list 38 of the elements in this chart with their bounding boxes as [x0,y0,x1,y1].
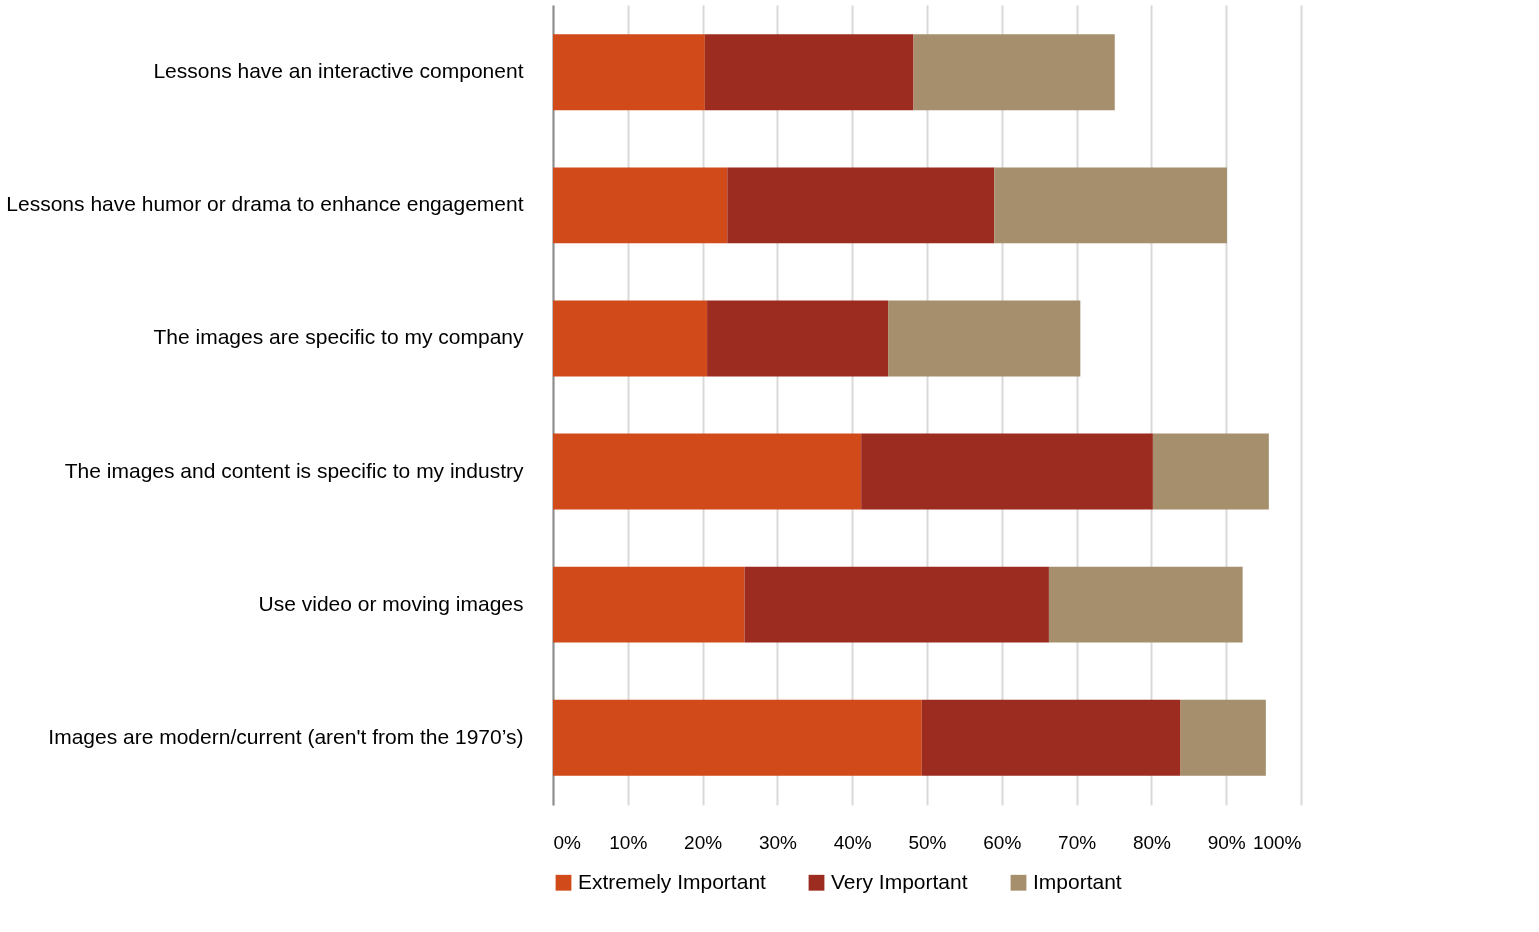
bar [553,699,922,776]
bar [913,34,1115,111]
x-tick-label: 30% [758,831,798,853]
bar [888,300,1081,377]
x-tick-label: 50% [908,831,947,853]
bar [704,34,914,111]
bar [994,167,1227,244]
y-tick-label: Images are modern/current (aren't from the 1970’s) [48,724,524,748]
y-tick-label: The images are specific to my company [153,325,524,349]
bar [553,433,862,510]
bar [1152,433,1269,510]
legend-label: Important [1033,869,1122,893]
x-tick-label: 40% [833,831,872,853]
x-tick-label: 60% [983,831,1022,853]
bar [727,167,995,244]
x-tick-label: 70% [1058,831,1097,853]
y-tick-label: Lessons have humor or drama to enhance engagement [6,192,524,216]
x-tick-label: 20% [684,831,723,853]
bar [553,566,745,643]
bar [707,300,889,377]
bar [921,699,1181,776]
x-tick-label: 10% [609,831,648,853]
y-tick-label: Lessons have an interactive component [153,59,524,83]
x-tick-label: 90% [1207,831,1246,853]
bar [1180,699,1266,776]
y-tick-label: Use video or moving images [258,591,524,615]
legend-label: Extremely Important [578,869,767,893]
legend-label: Very Important [831,869,968,893]
bar [1048,566,1243,643]
y-tick-label: The images and content is specific to my industry [64,458,524,482]
x-tick-label: 80% [1132,831,1172,853]
bar [744,566,1049,643]
x-tick-label: 100% [1252,831,1302,853]
x-tick-label: 0% [553,831,582,853]
bar [553,34,705,111]
bar [553,300,708,377]
bar [553,167,728,244]
bar [861,433,1153,510]
